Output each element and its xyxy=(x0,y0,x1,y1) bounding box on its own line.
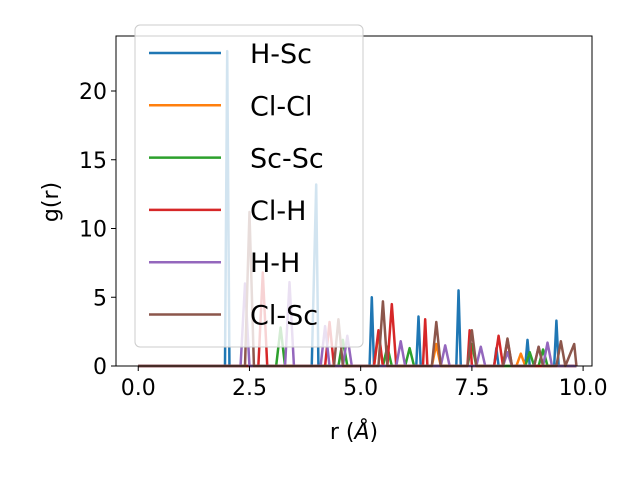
x-tick-label: 7.5 xyxy=(454,376,489,401)
y-tick-label: 5 xyxy=(93,286,107,311)
legend-label-h-sc: H-Sc xyxy=(250,39,312,70)
legend-label-h-h: H-H xyxy=(250,248,300,279)
legend-label-cl-sc: Cl-Sc xyxy=(250,301,318,332)
x-axis-label: r (Å) xyxy=(330,418,378,445)
legend-label-cl-cl: Cl-Cl xyxy=(250,91,312,122)
legend-box xyxy=(134,24,364,348)
legend-label-sc-sc: Sc-Sc xyxy=(250,144,324,175)
legend-label-cl-h: Cl-H xyxy=(250,196,306,227)
x-tick-label: 0.0 xyxy=(121,376,156,401)
x-tick-label: 10.0 xyxy=(559,376,608,401)
x-tick-label: 5.0 xyxy=(343,376,378,401)
y-axis-label: g(r) xyxy=(39,182,64,222)
x-axis-label-close: ) xyxy=(370,420,379,445)
x-axis-label-unit: Å xyxy=(352,418,369,445)
y-axis: 0 5 10 15 20 xyxy=(79,80,116,380)
x-axis: 0.0 2.5 5.0 7.5 10.0 xyxy=(121,366,608,401)
y-tick-label: 15 xyxy=(79,149,107,174)
y-tick-label: 0 xyxy=(93,355,107,380)
x-axis-label-main: r ( xyxy=(330,420,355,445)
x-tick-label: 2.5 xyxy=(232,376,267,401)
legend: H-Sc Cl-Cl Sc-Sc Cl-H H-H Cl-Sc xyxy=(134,24,364,348)
y-tick-label: 10 xyxy=(79,218,107,243)
y-tick-label: 20 xyxy=(79,80,107,105)
